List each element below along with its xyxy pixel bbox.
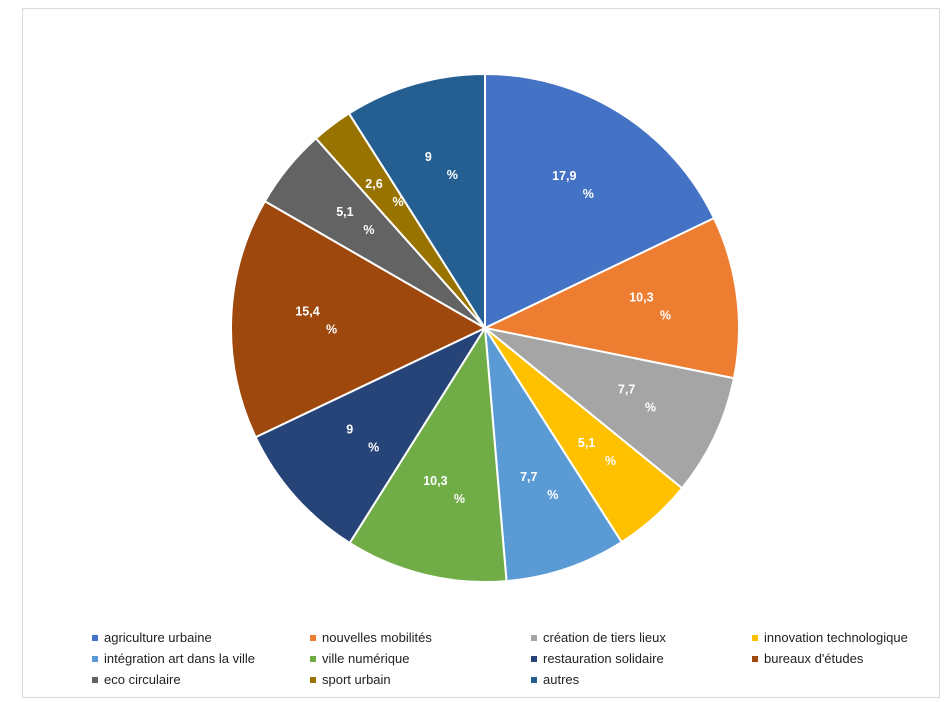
pie-slice-2 xyxy=(484,327,736,490)
slice-value-label: 10,3 xyxy=(629,290,653,304)
slice-value-label: 9 xyxy=(425,150,432,164)
pie-slice-7 xyxy=(230,199,488,439)
legend-label: création de tiers lieux xyxy=(543,630,666,645)
legend-swatch xyxy=(752,634,758,641)
legend-label: innovation technologique xyxy=(764,630,908,645)
chart-frame xyxy=(22,8,940,698)
pie-slices xyxy=(230,72,740,583)
legend-label: intégration art dans la ville xyxy=(104,651,256,666)
slice-value-label: 17,9 xyxy=(552,169,576,183)
pie-slice-4 xyxy=(484,327,624,583)
legend-item: ville numérique xyxy=(310,649,531,668)
legend-swatch xyxy=(92,655,98,662)
legend-item: nouvelles mobilités xyxy=(310,628,531,647)
pie-slice-5 xyxy=(348,324,508,583)
legend-swatch xyxy=(92,676,98,683)
legend-swatch xyxy=(531,634,537,641)
pie-slice-10 xyxy=(347,72,486,332)
legend-item: innovation technologique xyxy=(752,628,932,647)
legend-swatch xyxy=(92,634,98,641)
slice-value-label: 2,6 xyxy=(365,177,382,191)
slice-unit-label: % xyxy=(583,187,594,201)
legend-swatch xyxy=(752,655,758,662)
legend-label: eco circulaire xyxy=(104,672,181,687)
slice-unit-label: % xyxy=(605,454,616,468)
slice-value-label: 5,1 xyxy=(578,436,595,450)
slice-unit-label: % xyxy=(660,308,671,322)
slice-value-label: 7,7 xyxy=(618,383,635,397)
pie-slice-1 xyxy=(481,216,740,380)
slice-value-label: 15,4 xyxy=(295,304,319,318)
slice-unit-label: % xyxy=(392,195,403,209)
slice-value-label: 10,3 xyxy=(423,474,447,488)
legend-item: sport urbain xyxy=(310,670,531,689)
legend-label: bureaux d'études xyxy=(764,651,864,666)
slice-unit-label: % xyxy=(547,488,558,502)
slice-unit-label: % xyxy=(363,223,374,237)
pie-slice-0 xyxy=(484,72,716,330)
slice-value-label: 7,7 xyxy=(520,470,537,484)
slice-value-label: 5,1 xyxy=(336,205,353,219)
pie-labels: 17,9% 10,3% 7,7% 5,1% 7,7% 10,3% 9% 15,4% 5,1% 2,… xyxy=(295,150,671,506)
legend-swatch xyxy=(310,634,316,641)
chart-legend: agriculture urbaine nouvelles mobilités cr… xyxy=(92,628,932,689)
legend-item: restauration solidaire xyxy=(531,649,752,668)
legend-swatch xyxy=(310,655,316,662)
slice-unit-label: % xyxy=(368,440,379,454)
legend-item: autres xyxy=(531,670,752,689)
legend-label: sport urbain xyxy=(322,672,391,687)
legend-item: intégration art dans la ville xyxy=(92,649,310,668)
legend-swatch xyxy=(310,676,316,683)
legend-label: ville numérique xyxy=(322,651,410,666)
legend-swatch xyxy=(531,655,537,662)
legend-label: nouvelles mobilités xyxy=(322,630,432,645)
legend-item: création de tiers lieux xyxy=(531,628,752,647)
legend-item: agriculture urbaine xyxy=(92,628,310,647)
legend-item: bureaux d'études xyxy=(752,649,932,668)
legend-label: restauration solidaire xyxy=(543,651,664,666)
legend-swatch xyxy=(531,676,537,683)
slice-unit-label: % xyxy=(454,492,465,506)
slice-value-label: 9 xyxy=(346,422,353,436)
legend-label: agriculture urbaine xyxy=(104,630,212,645)
slice-unit-label: % xyxy=(645,401,656,415)
pie-slice-6 xyxy=(254,325,488,545)
legend-label: autres xyxy=(543,672,580,687)
slice-unit-label: % xyxy=(447,168,458,182)
legend-item: eco circulaire xyxy=(92,670,310,689)
slice-unit-label: % xyxy=(326,322,337,336)
